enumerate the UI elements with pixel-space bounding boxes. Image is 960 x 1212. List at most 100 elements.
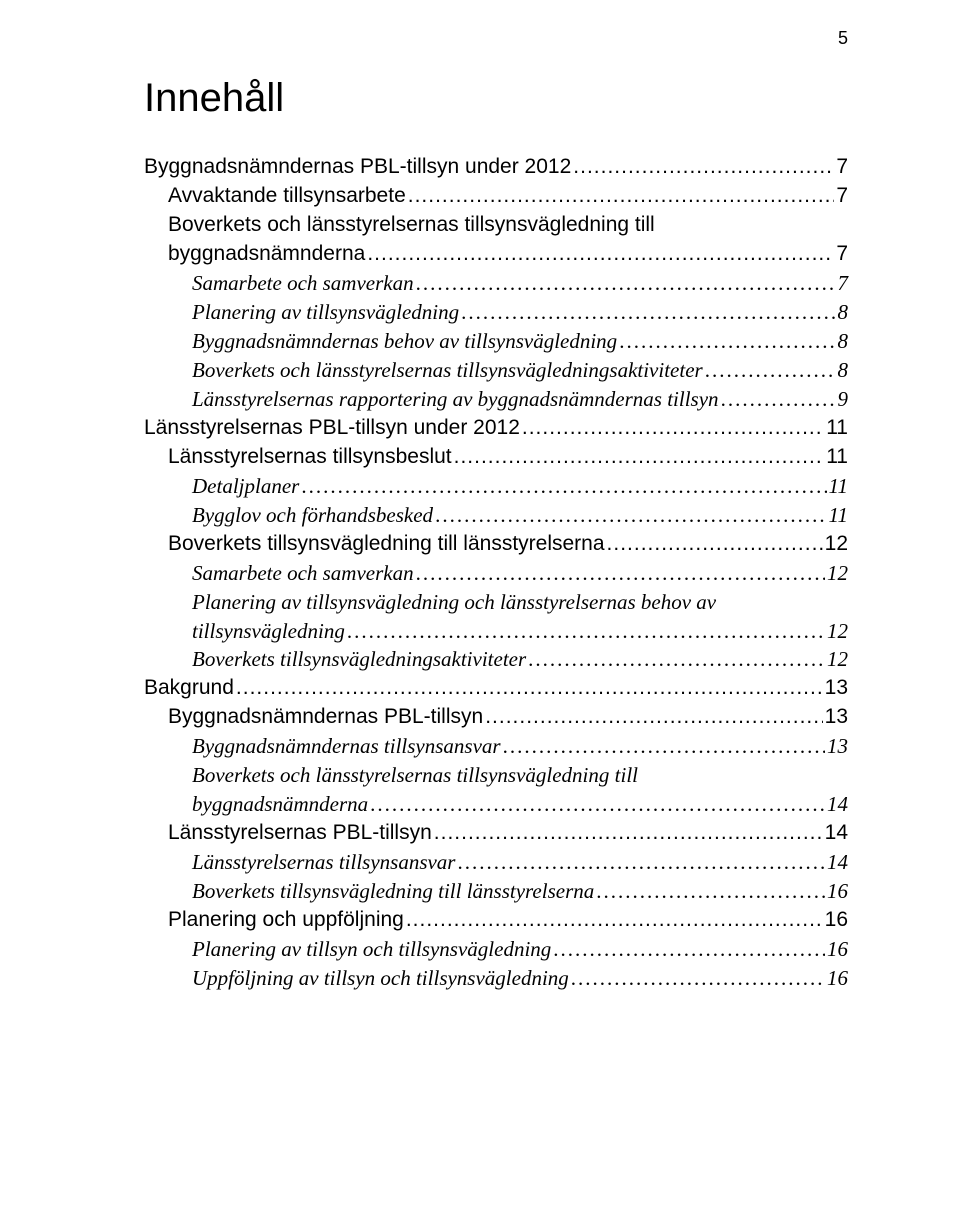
toc-leader <box>408 182 835 211</box>
toc-entry: Länsstyrelsernas tillsynsansvar 14 <box>192 848 848 877</box>
toc-entry-page: 14 <box>827 848 848 877</box>
toc-entry: Länsstyrelsernas tillsynsbeslut 11 <box>168 443 848 472</box>
toc-entry: Byggnadsnämndernas tillsynsansvar 13 <box>192 732 848 761</box>
toc-entry: byggnadsnämnderna 7 <box>168 240 848 269</box>
toc-leader <box>596 877 825 906</box>
toc-leader <box>573 153 834 182</box>
toc-entry: Boverkets och länsstyrelsernas tillsynsv… <box>192 356 848 385</box>
document-page: 5 Innehåll Byggnadsnämndernas PBL-tillsy… <box>0 0 960 1212</box>
toc-entry-label: Samarbete och samverkan <box>192 559 414 588</box>
toc-leader <box>406 906 823 935</box>
toc-entry-page: 12 <box>825 530 848 559</box>
table-of-contents: Byggnadsnämndernas PBL-tillsyn under 201… <box>144 153 848 993</box>
toc-entry: Byggnadsnämndernas PBL-tillsyn 13 <box>168 703 848 732</box>
toc-leader <box>370 790 825 819</box>
toc-entry: Boverkets och länsstyrelsernas tillsynsv… <box>168 211 848 240</box>
toc-entry: tillsynsvägledning 12 <box>192 617 848 646</box>
toc-entry-label: byggnadsnämnderna <box>192 790 368 819</box>
toc-leader <box>721 385 836 414</box>
toc-entry: Planering och uppföljning 16 <box>168 906 848 935</box>
toc-entry-page: 11 <box>829 472 848 501</box>
toc-leader <box>485 703 822 732</box>
toc-entry-page: 8 <box>838 356 849 385</box>
toc-entry-label: Boverkets och länsstyrelsernas tillsynsv… <box>168 211 655 240</box>
toc-entry-label: Planering och uppföljning <box>168 906 404 935</box>
toc-entry: Länsstyrelsernas PBL-tillsyn 14 <box>168 819 848 848</box>
toc-entry: Boverkets och länsstyrelsernas tillsynsv… <box>192 761 848 790</box>
toc-entry-label: Samarbete och samverkan <box>192 269 414 298</box>
toc-leader <box>619 327 835 356</box>
toc-entry-label: tillsynsvägledning <box>192 617 345 646</box>
toc-entry-label: Länsstyrelsernas tillsynsbeslut <box>168 443 452 472</box>
toc-entry-page: 13 <box>825 674 848 703</box>
toc-entry: Bygglov och förhandsbesked 11 <box>192 501 848 530</box>
toc-entry-label: Detaljplaner <box>192 472 299 501</box>
toc-entry-label: Uppföljning av tillsyn och tillsynsvägle… <box>192 964 569 993</box>
toc-entry-page: 8 <box>838 298 849 327</box>
toc-leader <box>236 674 823 703</box>
toc-entry: Boverkets tillsynsvägledningsaktiviteter… <box>192 645 848 674</box>
toc-entry: Byggnadsnämndernas PBL-tillsyn under 201… <box>144 153 848 182</box>
toc-leader <box>528 645 825 674</box>
toc-entry: Planering av tillsyn och tillsynsvägledn… <box>192 935 848 964</box>
toc-entry-label: Boverkets tillsynsvägledning till länsst… <box>168 530 605 559</box>
toc-entry: Samarbete och samverkan 7 <box>192 269 848 298</box>
toc-entry-page: 11 <box>829 501 848 530</box>
toc-entry-page: 7 <box>838 269 849 298</box>
toc-leader <box>607 530 823 559</box>
toc-entry-page: 11 <box>826 443 848 472</box>
toc-leader <box>571 964 825 993</box>
toc-entry-page: 16 <box>827 964 848 993</box>
toc-entry-label: Planering av tillsynsvägledning <box>192 298 459 327</box>
toc-leader <box>553 935 825 964</box>
toc-entry-label: Bakgrund <box>144 674 234 703</box>
toc-leader <box>435 501 826 530</box>
toc-entry-page: 11 <box>826 414 848 443</box>
toc-entry-label: Boverkets och länsstyrelsernas tillsynsv… <box>192 356 703 385</box>
toc-entry: Byggnadsnämndernas behov av tillsynsvägl… <box>192 327 848 356</box>
toc-entry-label: Planering av tillsynsvägledning och läns… <box>192 588 716 617</box>
toc-entry-page: 12 <box>827 645 848 674</box>
toc-entry: Länsstyrelsernas PBL-tillsyn under 2012 … <box>144 414 848 443</box>
toc-leader <box>503 732 825 761</box>
toc-entry-page: 16 <box>827 877 848 906</box>
page-title: Innehåll <box>144 76 848 121</box>
toc-leader <box>705 356 836 385</box>
toc-entry: Bakgrund 13 <box>144 674 848 703</box>
toc-entry-label: Boverkets och länsstyrelsernas tillsynsv… <box>192 761 638 790</box>
toc-entry-page: 13 <box>825 703 848 732</box>
toc-entry: Samarbete och samverkan 12 <box>192 559 848 588</box>
toc-leader <box>461 298 835 327</box>
toc-leader <box>457 848 825 877</box>
toc-entry-label: Byggnadsnämndernas PBL-tillsyn under 201… <box>144 153 571 182</box>
toc-entry: Boverkets tillsynsvägledning till länsst… <box>192 877 848 906</box>
toc-entry-label: Byggnadsnämndernas behov av tillsynsvägl… <box>192 327 617 356</box>
toc-leader <box>367 240 834 269</box>
toc-entry: byggnadsnämnderna 14 <box>192 790 848 819</box>
toc-leader <box>416 269 836 298</box>
toc-leader <box>347 617 825 646</box>
toc-entry-label: Länsstyrelsernas rapportering av byggnad… <box>192 385 719 414</box>
toc-entry-label: Länsstyrelsernas PBL-tillsyn under 2012 <box>144 414 520 443</box>
toc-entry-label: Boverkets tillsynsvägledning till länsst… <box>192 877 594 906</box>
toc-entry-page: 14 <box>825 819 848 848</box>
toc-entry-page: 7 <box>836 240 848 269</box>
page-number: 5 <box>838 28 848 49</box>
toc-entry-page: 8 <box>838 327 849 356</box>
toc-entry-label: Länsstyrelsernas tillsynsansvar <box>192 848 455 877</box>
toc-entry-label: byggnadsnämnderna <box>168 240 365 269</box>
toc-entry: Boverkets tillsynsvägledning till länsst… <box>168 530 848 559</box>
toc-entry-page: 12 <box>827 559 848 588</box>
toc-entry-label: Avvaktande tillsynsarbete <box>168 182 406 211</box>
toc-entry-page: 7 <box>836 182 848 211</box>
toc-leader <box>454 443 825 472</box>
toc-entry-page: 9 <box>838 385 849 414</box>
toc-entry-label: Byggnadsnämndernas PBL-tillsyn <box>168 703 483 732</box>
toc-entry: Avvaktande tillsynsarbete 7 <box>168 182 848 211</box>
toc-entry-page: 16 <box>827 935 848 964</box>
toc-entry-label: Bygglov och förhandsbesked <box>192 501 433 530</box>
toc-leader <box>522 414 824 443</box>
toc-entry-page: 13 <box>827 732 848 761</box>
toc-entry-page: 7 <box>836 153 848 182</box>
toc-entry: Planering av tillsynsvägledning och läns… <box>192 588 848 617</box>
